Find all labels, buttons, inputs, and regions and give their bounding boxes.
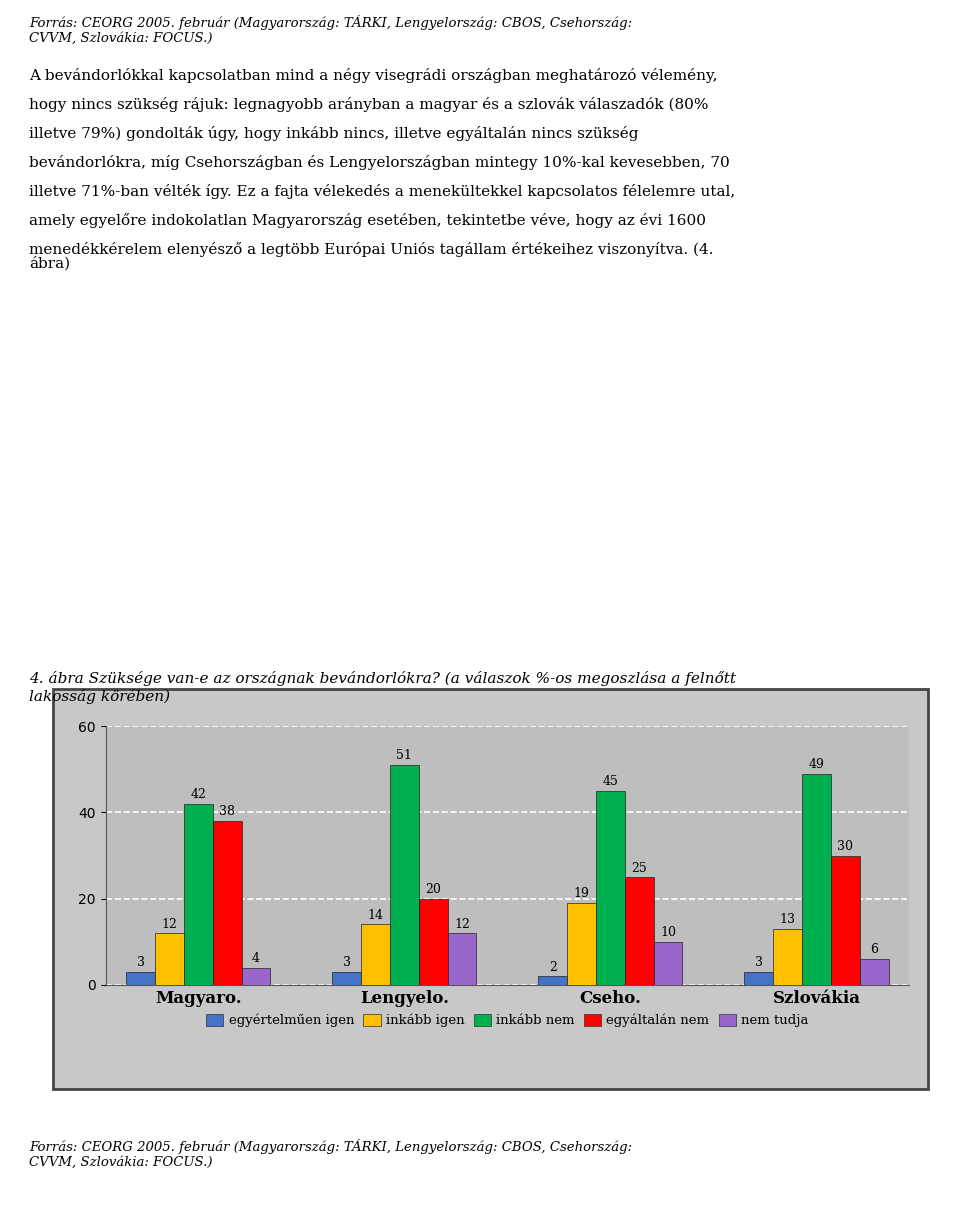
Bar (744, 972, 773, 985)
Text: 4: 4 (252, 952, 260, 965)
Bar (213, 821, 242, 985)
Bar (242, 968, 271, 985)
Legend: egyértelműen igen, inkább igen, inkább nem, egyáltalán nem, nem tudja: egyértelműen igen, inkább igen, inkább n… (201, 1008, 814, 1033)
Text: Forrás: CEORG 2005. február (Magyarország: TÁRKI, Lengyelország: CBOS, Csehorszá: Forrás: CEORG 2005. február (Magyarorszá… (29, 15, 632, 44)
Bar (802, 774, 830, 985)
Text: 3: 3 (136, 956, 145, 969)
Text: 19: 19 (573, 888, 589, 900)
Text: 42: 42 (190, 788, 206, 801)
Bar (332, 972, 361, 985)
Text: 49: 49 (808, 758, 825, 771)
Bar (859, 959, 889, 985)
Bar (419, 899, 447, 985)
Text: 45: 45 (603, 776, 618, 788)
Text: 25: 25 (632, 862, 647, 874)
Text: 3: 3 (755, 956, 762, 969)
Bar (447, 933, 476, 985)
Text: 10: 10 (660, 926, 676, 939)
Bar (596, 792, 625, 985)
Text: 14: 14 (368, 908, 383, 922)
Text: 38: 38 (219, 805, 235, 819)
Bar (625, 876, 654, 985)
Text: 20: 20 (425, 883, 442, 896)
Text: 4. ábra Szüksége van-e az országnak bevándorlókra? (a válaszok %-os megoszlása a: 4. ábra Szüksége van-e az országnak bevá… (29, 671, 735, 704)
Bar (773, 928, 802, 985)
Bar (830, 856, 859, 985)
Text: A bevándorlókkal kapcsolatban mind a négy visegrádi országban meghatározó vélemé: A bevándorlókkal kapcsolatban mind a nég… (29, 68, 735, 271)
Text: 6: 6 (870, 943, 878, 956)
Bar (654, 942, 683, 985)
Text: Forrás: CEORG 2005. február (Magyarország: TÁRKI, Lengyelország: CBOS, Csehorszá: Forrás: CEORG 2005. február (Magyarorszá… (29, 1139, 632, 1168)
Text: 51: 51 (396, 750, 412, 762)
Bar (361, 924, 390, 985)
Text: 12: 12 (454, 917, 470, 931)
Text: 2: 2 (549, 960, 557, 974)
Bar (184, 804, 213, 985)
Text: 3: 3 (343, 956, 350, 969)
Bar (126, 972, 156, 985)
Bar (390, 766, 419, 985)
Bar (539, 976, 567, 985)
Bar (567, 904, 596, 985)
Text: 12: 12 (161, 917, 178, 931)
Text: 13: 13 (780, 913, 796, 926)
Bar (156, 933, 184, 985)
Text: 30: 30 (837, 840, 853, 853)
